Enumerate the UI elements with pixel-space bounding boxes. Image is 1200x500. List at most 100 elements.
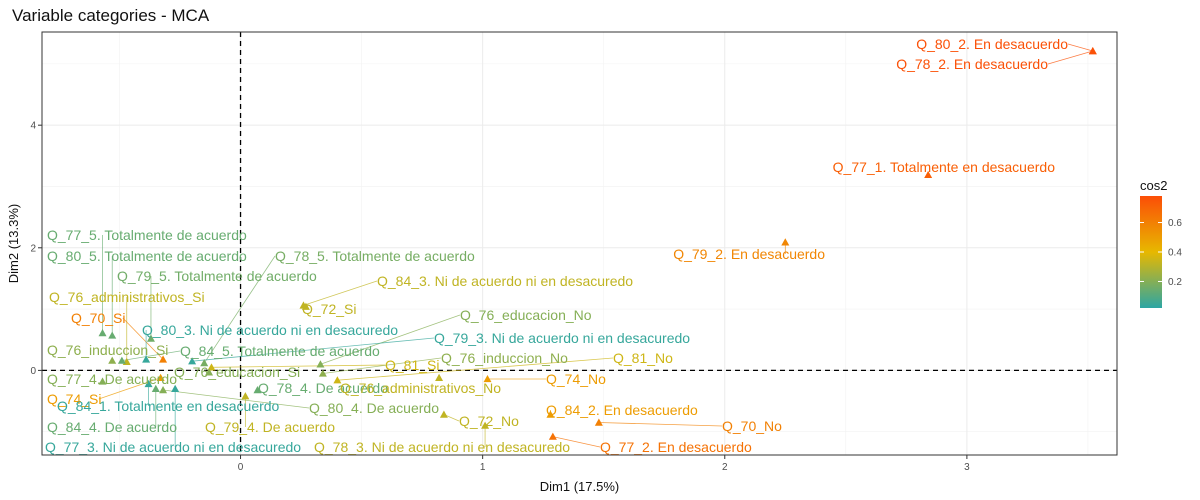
point-marker: [146, 334, 155, 342]
label-connector: [1047, 50, 1093, 65]
point-label: Q_79_4. De acuerdo: [205, 419, 335, 435]
legend-colorbar: [1140, 196, 1162, 308]
chart-title: Variable categories - MCA: [12, 6, 210, 25]
point-label: Q_77_3. Ni de acuerdo ni en desacuredo: [45, 439, 301, 455]
point-marker: [1088, 47, 1097, 55]
label-connector: [552, 436, 601, 448]
point-label: Q_76_administrativos_Si: [49, 289, 205, 305]
panel-border: [41, 31, 1118, 456]
x-tick-label: 2: [722, 462, 728, 473]
point-label: Q_78_3. Ni de acuerdo ni en desacuredo: [314, 439, 570, 455]
legend-tick-label: 0.4: [1168, 248, 1182, 259]
point-marker: [924, 170, 933, 179]
point-label: Q_80_4. De acuerdo: [309, 400, 439, 416]
point-label: Q_78_4. De acuerdo: [258, 380, 388, 396]
point-marker: [481, 421, 490, 429]
label-connector: [337, 357, 614, 381]
axis-ticks: 0 1 2 3 0 2 4: [30, 121, 970, 473]
y-tick-label: 0: [30, 366, 36, 377]
y-tick-label: 4: [30, 121, 36, 132]
label-connector: [121, 350, 181, 361]
legend-title: cos2: [1140, 178, 1167, 193]
point-label: Q_79_3. Ni de acuerdo ni en desacuredo: [434, 330, 690, 346]
legend-tick-label: 0.2: [1168, 277, 1182, 288]
point-label: Q_84_2. En desacuerdo: [546, 402, 698, 418]
point-marker: [98, 329, 107, 337]
x-tick-label: 3: [964, 462, 970, 473]
point-marker: [108, 356, 117, 364]
point-label: Q_80_5. Totalmente de acuerdo: [47, 248, 247, 264]
reference-lines: [42, 32, 1117, 455]
point-label: Q_70_No: [722, 418, 782, 434]
legend: cos2 0.2 0.4 0.6: [1140, 178, 1182, 308]
x-axis-title: Dim1 (17.5%): [540, 479, 619, 494]
point-marker: [200, 359, 209, 367]
point-marker: [333, 376, 342, 384]
label-connector: [303, 280, 378, 306]
label-connector: [320, 314, 461, 365]
label-connector: [163, 389, 310, 409]
point-label: Q_76_administrativos_No: [340, 380, 501, 396]
point-label: Q_81_Si: [385, 357, 439, 373]
point-label: Q_80_3. Ni de acuerdo ni en desacuredo: [142, 322, 398, 338]
point-marker: [117, 356, 126, 364]
point-label: Q_81_No: [613, 350, 673, 366]
x-tick-label: 1: [480, 462, 486, 473]
point-label: Q_77_2. En desacuerdo: [600, 439, 752, 455]
point-label: Q_76_induccion_Si: [47, 342, 168, 358]
point-labels-layer: Q_80_2. En desacuerdo Q_78_2. En desacuer…: [45, 36, 1068, 455]
label-connector: [211, 364, 386, 368]
point-marker: [439, 410, 448, 418]
point-label: Q_84_4. De acuerdo: [47, 419, 177, 435]
point-label: Q_76_educacion_No: [460, 307, 592, 323]
point-label: Q_78_5. Totalmente de acuerdo: [275, 248, 475, 264]
point-marker: [241, 392, 250, 400]
y-axis-title: Dim2 (13.3%): [6, 204, 21, 283]
point-marker: [188, 357, 197, 365]
point-marker: [483, 374, 492, 383]
point-label: Q_77_1. Totalmente en desacuerdo: [833, 159, 1056, 175]
y-tick-label: 2: [30, 243, 36, 254]
point-label: Q_74_No: [546, 371, 606, 387]
point-label: Q_84_1. Totalmente en desacuerdo: [57, 398, 280, 414]
point-marker: [594, 418, 603, 426]
point-marker: [159, 355, 168, 363]
label-connector: [1067, 43, 1093, 52]
points-layer: [98, 47, 1097, 440]
legend-ticks: 0.2 0.4 0.6: [1140, 218, 1182, 288]
point-label: Q_84_5. Totalmente de acuerdo: [180, 343, 380, 359]
point-marker: [546, 410, 555, 418]
point-marker: [142, 355, 151, 363]
point-marker: [435, 373, 444, 381]
point-marker: [156, 373, 165, 381]
label-connector: [322, 357, 442, 374]
point-label: Q_76_educacion_Si: [174, 364, 300, 380]
point-marker: [253, 386, 262, 394]
point-marker: [205, 368, 214, 376]
label-connectors: [98, 43, 1093, 448]
point-marker: [318, 369, 327, 377]
label-connector: [98, 377, 161, 400]
point-marker: [316, 360, 325, 368]
point-label: Q_72_Si: [302, 301, 356, 317]
point-label: Q_79_2. En desacuerdo: [673, 246, 825, 262]
point-label: Q_77_5. Totalmente de acuerdo: [47, 227, 247, 243]
point-label: Q_79_5. Totalmente de acuerdo: [117, 268, 317, 284]
grid-lines: [42, 32, 1117, 455]
point-marker: [144, 379, 153, 388]
point-marker: [781, 238, 790, 246]
point-label: Q_77_4. De acuerdo: [47, 371, 177, 387]
label-connector: [192, 337, 435, 362]
point-marker: [548, 432, 557, 440]
point-label: Q_70_Si: [71, 310, 125, 326]
point-label: Q_76_induccion_No: [441, 350, 568, 366]
point-marker: [171, 384, 180, 392]
legend-tick-label: 0.6: [1168, 218, 1182, 229]
point-marker: [207, 363, 216, 371]
point-label: Q_80_2. En desacuerdo: [916, 36, 1068, 52]
x-tick-label: 0: [238, 462, 244, 473]
label-connector: [122, 317, 164, 360]
point-label: Q_74_Si: [47, 391, 101, 407]
